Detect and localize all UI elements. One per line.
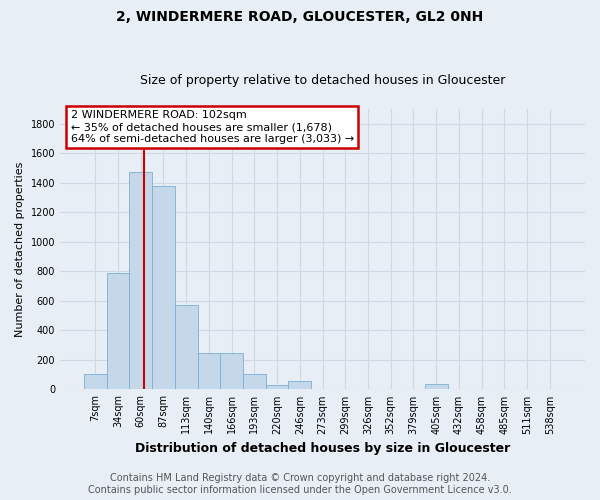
Bar xyxy=(84,374,107,390)
Bar xyxy=(470,388,493,390)
Bar xyxy=(289,380,311,390)
Bar xyxy=(538,388,561,390)
Bar xyxy=(448,388,470,390)
Bar xyxy=(311,388,334,390)
Bar xyxy=(197,352,220,390)
Bar xyxy=(220,352,243,390)
Bar xyxy=(266,385,289,390)
Bar xyxy=(515,388,538,390)
X-axis label: Distribution of detached houses by size in Gloucester: Distribution of detached houses by size … xyxy=(135,442,510,455)
Bar xyxy=(356,388,379,390)
Bar xyxy=(107,273,130,390)
Bar xyxy=(130,172,152,390)
Bar xyxy=(334,388,356,390)
Text: Contains HM Land Registry data © Crown copyright and database right 2024.
Contai: Contains HM Land Registry data © Crown c… xyxy=(88,474,512,495)
Bar xyxy=(402,388,425,390)
Bar xyxy=(493,388,515,390)
Bar xyxy=(425,384,448,390)
Text: 2, WINDERMERE ROAD, GLOUCESTER, GL2 0NH: 2, WINDERMERE ROAD, GLOUCESTER, GL2 0NH xyxy=(116,10,484,24)
Bar xyxy=(379,388,402,390)
Bar xyxy=(243,374,266,390)
Text: 2 WINDERMERE ROAD: 102sqm
← 35% of detached houses are smaller (1,678)
64% of se: 2 WINDERMERE ROAD: 102sqm ← 35% of detac… xyxy=(71,110,354,144)
Bar xyxy=(152,186,175,390)
Bar xyxy=(175,306,197,390)
Y-axis label: Number of detached properties: Number of detached properties xyxy=(15,162,25,337)
Title: Size of property relative to detached houses in Gloucester: Size of property relative to detached ho… xyxy=(140,74,505,87)
